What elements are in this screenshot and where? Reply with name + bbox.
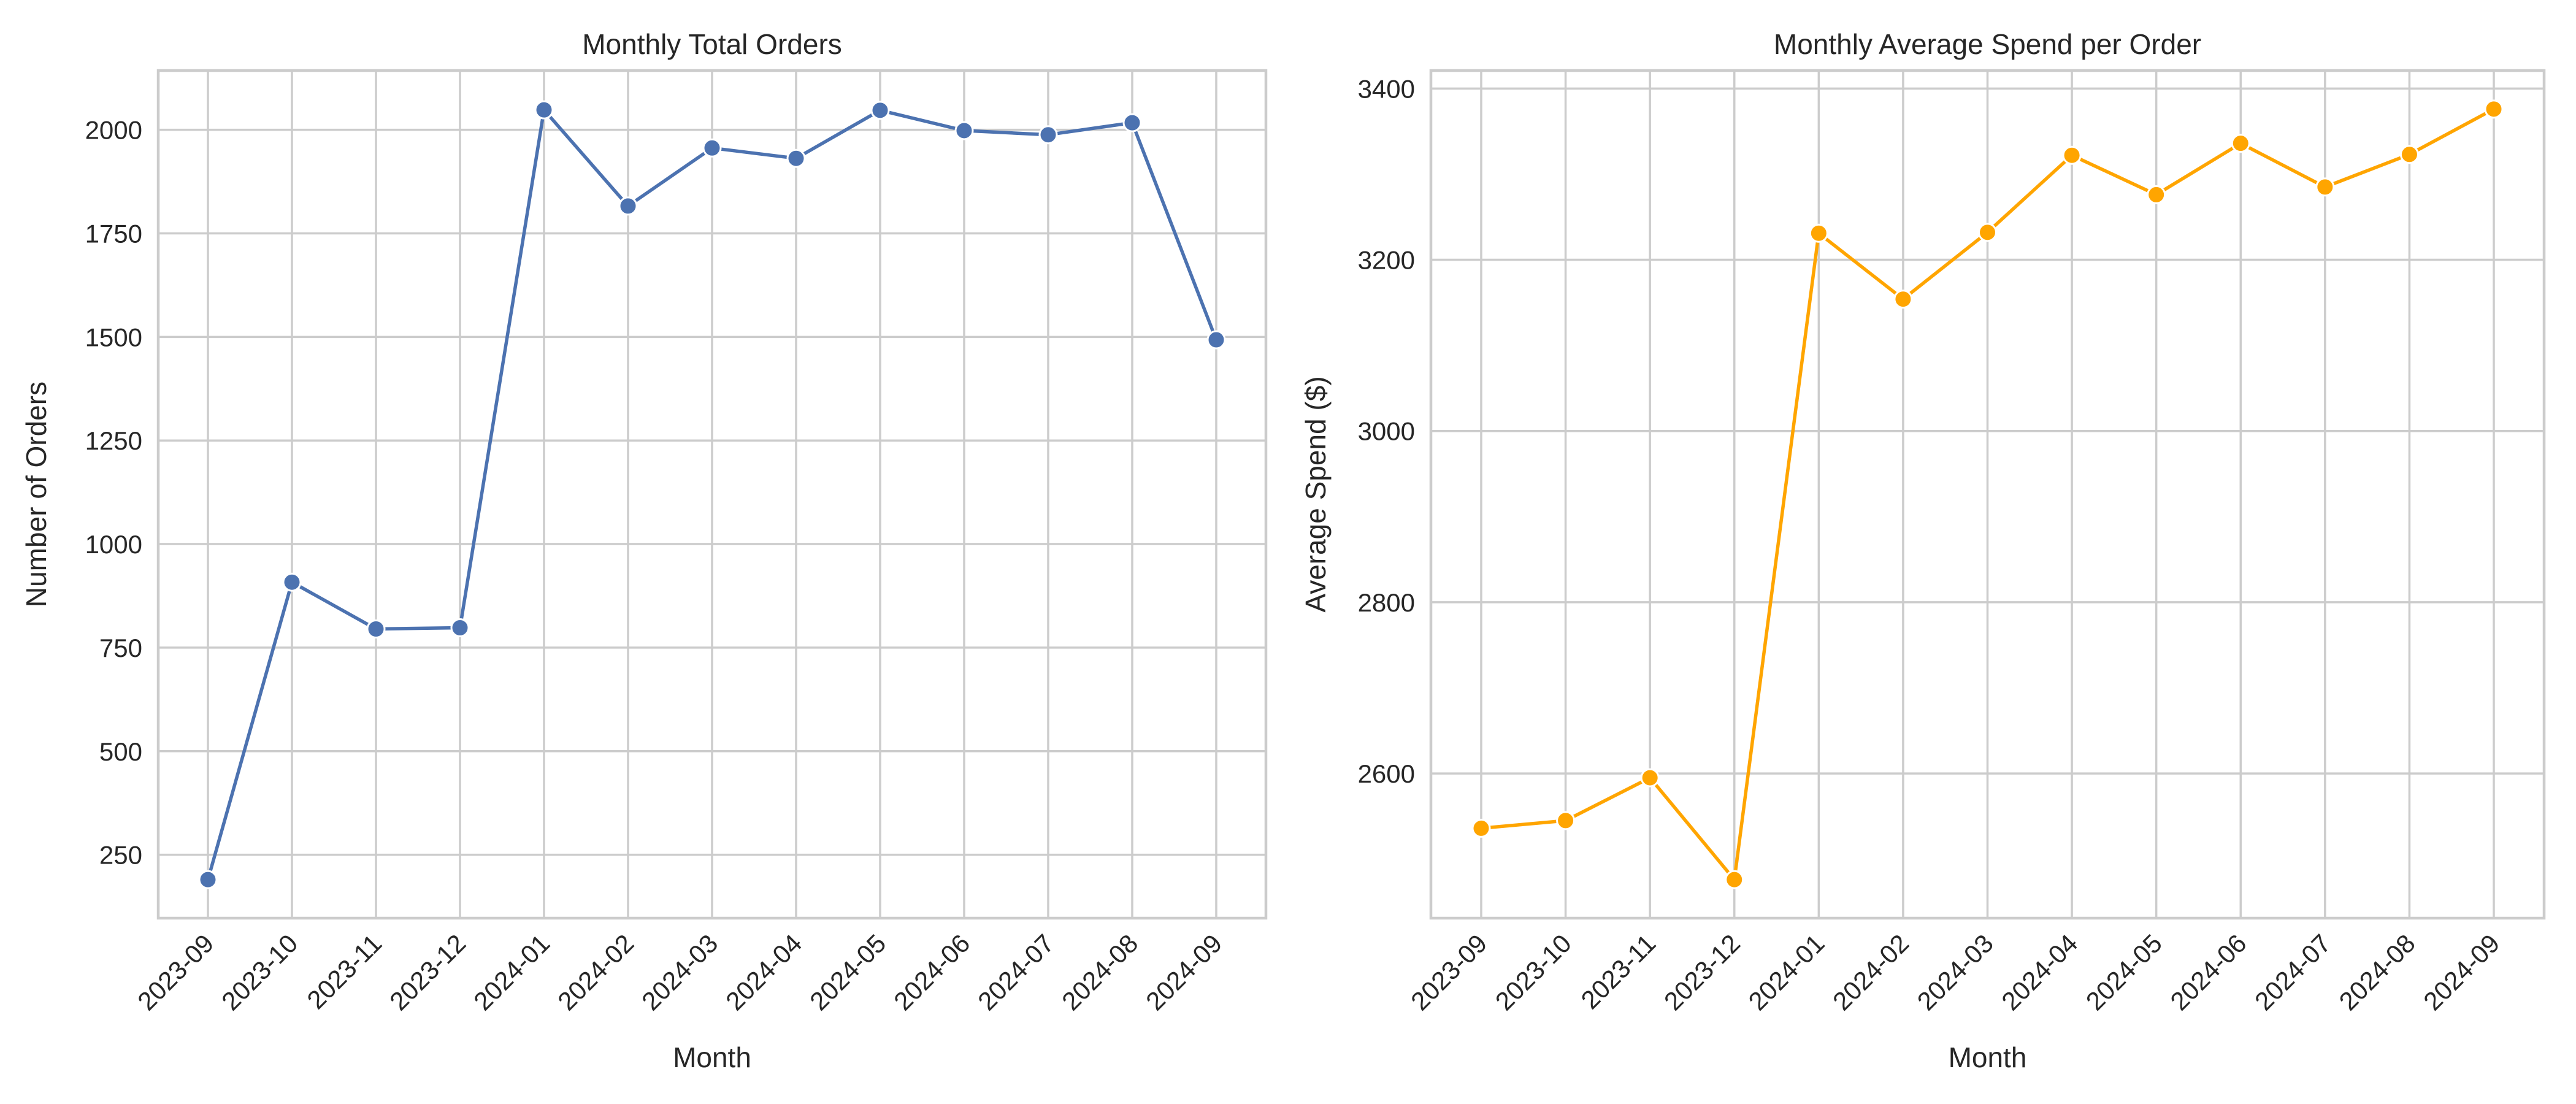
orders-chart-panel: Monthly Total Orders 250 500 750 1000 1250 15… xyxy=(20,28,1268,1073)
x-tick-label: 2024-05 xyxy=(2080,929,2168,1016)
y-tick-label: 2600 xyxy=(1358,759,1415,788)
avg-spend-y-axis-label: Average Spend ($) xyxy=(1300,376,1332,612)
y-tick-label: 1500 xyxy=(85,323,142,351)
orders-x-tick-labels: 2023-092023-102023-112023-122024-012024-… xyxy=(132,929,1227,1016)
orders-gridlines xyxy=(158,71,1266,918)
x-tick-label: 2024-08 xyxy=(2334,929,2421,1016)
data-point-marker xyxy=(702,138,722,158)
orders-chart-title: Monthly Total Orders xyxy=(582,28,842,60)
orders-markers xyxy=(198,100,1226,889)
avg-spend-gridlines xyxy=(1431,71,2544,918)
avg-spend-x-axis-label: Month xyxy=(1949,1041,2027,1073)
data-point-marker xyxy=(1556,811,1576,830)
data-point-marker xyxy=(450,618,470,637)
x-tick-label: 2024-03 xyxy=(636,929,723,1016)
y-tick-label: 2000 xyxy=(85,116,142,145)
data-point-marker xyxy=(2147,185,2166,204)
x-tick-label: 2024-07 xyxy=(2249,929,2336,1016)
data-point-marker xyxy=(1809,223,1828,243)
x-tick-label: 2024-03 xyxy=(1912,929,1999,1016)
x-tick-label: 2024-07 xyxy=(972,929,1059,1016)
x-tick-label: 2024-09 xyxy=(1140,929,1227,1016)
orders-y-tick-labels: 250 500 750 1000 1250 1500 1750 2000 xyxy=(85,116,142,870)
y-tick-label: 500 xyxy=(99,737,142,766)
avg-spend-chart-panel: Monthly Average Spend per Order 2600 2800… xyxy=(1300,28,2546,1073)
x-tick-label: 2024-02 xyxy=(1827,929,1914,1016)
data-point-marker xyxy=(1893,289,1913,309)
orders-x-axis-label: Month xyxy=(673,1041,751,1073)
data-point-marker xyxy=(2315,177,2335,197)
y-tick-label: 250 xyxy=(99,841,142,870)
data-point-marker xyxy=(282,572,302,592)
x-tick-label: 2024-01 xyxy=(468,929,555,1016)
data-point-marker xyxy=(1978,223,1997,242)
data-point-marker xyxy=(870,101,890,120)
y-tick-label: 1750 xyxy=(85,219,142,248)
data-point-marker xyxy=(198,870,218,889)
x-tick-label: 2024-08 xyxy=(1056,929,1143,1016)
x-tick-label: 2024-06 xyxy=(2164,929,2252,1016)
y-tick-label: 2800 xyxy=(1358,588,1415,617)
x-tick-label: 2024-05 xyxy=(804,929,891,1016)
avg-spend-x-tick-labels: 2023-092023-102023-112023-122024-012024-… xyxy=(1405,929,2505,1016)
data-point-marker xyxy=(366,619,386,639)
data-point-marker xyxy=(1038,125,1058,145)
avg-spend-y-tick-labels: 2600 2800 3000 3200 3400 xyxy=(1358,74,1415,788)
x-tick-label: 2023-11 xyxy=(301,929,387,1014)
avg-spend-plot-frame xyxy=(1429,69,2546,920)
x-tick-label: 2023-10 xyxy=(1490,929,1577,1016)
data-point-marker xyxy=(2484,99,2504,119)
data-point-marker xyxy=(1471,818,1491,838)
data-point-marker xyxy=(1206,330,1226,350)
avg-spend-chart-title: Monthly Average Spend per Order xyxy=(1774,28,2201,60)
y-tick-label: 1000 xyxy=(85,530,142,559)
data-point-marker xyxy=(786,148,806,168)
x-tick-label: 2024-04 xyxy=(1996,929,2083,1016)
data-point-marker xyxy=(1725,870,1744,889)
data-point-marker xyxy=(954,121,974,140)
data-point-marker xyxy=(1640,768,1660,788)
x-tick-label: 2024-02 xyxy=(552,929,639,1016)
data-point-marker xyxy=(2062,145,2082,165)
y-tick-label: 3200 xyxy=(1358,246,1415,275)
x-tick-label: 2024-04 xyxy=(720,929,807,1016)
data-point-marker xyxy=(2231,134,2250,153)
x-tick-label: 2023-12 xyxy=(1658,929,1746,1016)
x-tick-label: 2024-06 xyxy=(888,929,975,1016)
y-tick-label: 750 xyxy=(99,634,142,662)
x-tick-label: 2024-09 xyxy=(2418,929,2505,1016)
orders-y-axis-label: Number of Orders xyxy=(20,381,52,607)
x-tick-label: 2023-09 xyxy=(1405,929,1492,1016)
data-point-marker xyxy=(534,100,554,120)
y-tick-label: 3400 xyxy=(1358,74,1415,103)
avg-spend-markers xyxy=(1471,99,2504,889)
y-tick-label: 3000 xyxy=(1358,417,1415,446)
x-tick-label: 2023-10 xyxy=(216,929,303,1016)
data-point-marker xyxy=(618,196,638,216)
y-tick-label: 1250 xyxy=(85,426,142,455)
x-tick-label: 2024-01 xyxy=(1742,929,1830,1016)
x-tick-label: 2023-12 xyxy=(384,929,471,1016)
data-point-marker xyxy=(2399,145,2419,164)
orders-plot-frame xyxy=(156,69,1268,920)
data-point-marker xyxy=(1122,113,1142,132)
x-tick-label: 2023-09 xyxy=(132,929,219,1016)
x-tick-label: 2023-11 xyxy=(1576,929,1662,1014)
